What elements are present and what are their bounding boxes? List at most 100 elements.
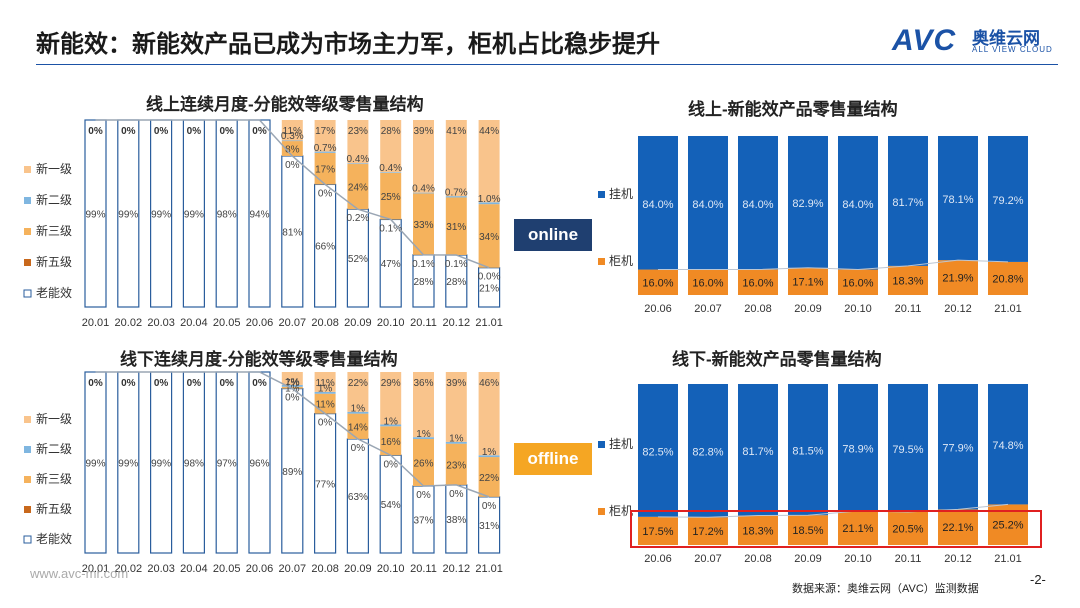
cabinet-highlight-box bbox=[630, 510, 1042, 548]
bar-level3-6 bbox=[281, 141, 303, 156]
tick-label-6: 20.07 bbox=[279, 563, 307, 575]
label-level5-12: 0.0% bbox=[478, 272, 501, 283]
bar-cabinet-2 bbox=[738, 269, 778, 295]
cabinet-trend-line bbox=[657, 503, 1009, 518]
label-level5-10: 0% bbox=[416, 490, 431, 501]
legend-swatch-old bbox=[23, 535, 32, 544]
label-old-11: 38% bbox=[446, 515, 466, 526]
label-wall-3: 82.9% bbox=[792, 198, 823, 210]
bar-level2-7 bbox=[314, 391, 336, 394]
label-level1-10: 36% bbox=[413, 378, 433, 389]
bar-level2-6 bbox=[281, 384, 303, 387]
page-title: 新能效：新能效产品已成为市场主力军，柜机占比稳步提升 bbox=[36, 31, 660, 58]
tick-label-0: 20.01 bbox=[82, 563, 110, 575]
label-level1-7: 17% bbox=[315, 126, 335, 137]
label-wall-5: 79.5% bbox=[892, 444, 923, 456]
tick-label-1: 20.07 bbox=[694, 303, 722, 315]
label-level3-12: 34% bbox=[479, 232, 499, 243]
bar-level1-10 bbox=[413, 120, 434, 193]
label-level5-7: 0% bbox=[318, 188, 333, 199]
label-level3-7: 11% bbox=[315, 400, 334, 411]
label-cabinet-5: 18.3% bbox=[892, 275, 923, 287]
label-level1-1: 0% bbox=[121, 126, 136, 137]
bar-cabinet-3 bbox=[788, 267, 828, 295]
bar-level3-6 bbox=[281, 386, 303, 389]
tick-label-8: 20.09 bbox=[344, 317, 372, 329]
bar-cabinet-6 bbox=[938, 509, 978, 545]
bar-wall-7 bbox=[988, 136, 1028, 262]
legend-swatch-level1 bbox=[24, 416, 31, 423]
tick-label-4: 20.10 bbox=[844, 553, 872, 565]
legend-label-old: 老能效 bbox=[36, 531, 72, 546]
tick-label-4: 20.05 bbox=[213, 317, 241, 329]
bar-cabinet-0 bbox=[638, 516, 678, 545]
label-level5-11: 0% bbox=[449, 489, 464, 500]
label-cabinet-0: 16.0% bbox=[642, 277, 673, 289]
label-level2-11: 1% bbox=[449, 434, 464, 445]
label-level5-7: 0% bbox=[318, 418, 333, 429]
label-wall-4: 78.9% bbox=[842, 444, 873, 456]
tick-label-5: 20.06 bbox=[246, 563, 274, 575]
bar-wall-7 bbox=[988, 384, 1028, 505]
bar-cabinet-5 bbox=[888, 265, 928, 295]
legend-swatch-level2 bbox=[24, 446, 31, 453]
label-old-7: 77% bbox=[315, 479, 335, 490]
bar-cabinet-7 bbox=[988, 261, 1028, 295]
chart-title-offline-levels: 线下连续月度-分能效等级零售量结构 bbox=[120, 350, 398, 369]
label-wall-6: 78.1% bbox=[942, 194, 973, 206]
label-level5-9: 0% bbox=[383, 459, 398, 470]
label-level5-8: 0.2% bbox=[347, 213, 370, 224]
old-efficiency-trend-line bbox=[95, 371, 490, 498]
bar-level3-7 bbox=[314, 393, 336, 414]
label-level1-1: 0% bbox=[121, 378, 136, 389]
tick-label-10: 20.11 bbox=[410, 317, 437, 329]
tick-label-5: 20.11 bbox=[895, 303, 922, 315]
bar-level2-12 bbox=[478, 455, 500, 458]
legend-swatch-old bbox=[23, 289, 32, 298]
legend-label-level3: 新三级 bbox=[36, 471, 72, 486]
tick-label-11: 20.12 bbox=[443, 317, 471, 329]
label-cabinet-7: 20.8% bbox=[992, 273, 1023, 285]
bar-wall-3 bbox=[788, 384, 828, 516]
label-cabinet-1: 16.0% bbox=[692, 277, 723, 289]
bar-level1-11 bbox=[445, 372, 467, 442]
label-old-10: 28% bbox=[413, 277, 433, 288]
chart-title-offline-type: 线下-新能效产品零售量结构 bbox=[672, 350, 882, 369]
label-old-12: 31% bbox=[479, 521, 499, 532]
label-level2-11: 0.7% bbox=[445, 187, 468, 198]
label-level2-9: 0.4% bbox=[379, 163, 402, 174]
label-level3-8: 14% bbox=[348, 422, 368, 433]
label-old-3: 98% bbox=[184, 459, 204, 470]
label-level2-9: 1% bbox=[383, 416, 398, 427]
label-wall-6: 77.9% bbox=[942, 443, 973, 455]
label-level2-8: 0.4% bbox=[347, 154, 370, 165]
label-level1-5: 0% bbox=[252, 126, 267, 137]
legend-swatch-cabinet bbox=[598, 258, 605, 265]
label-level3-9: 16% bbox=[381, 437, 401, 448]
tick-label-9: 20.10 bbox=[377, 317, 405, 329]
label-wall-7: 79.2% bbox=[992, 195, 1023, 207]
label-old-10: 37% bbox=[413, 516, 433, 527]
label-level1-7: 11% bbox=[315, 378, 334, 389]
tick-label-2: 20.08 bbox=[744, 303, 772, 315]
bar-level2-10 bbox=[413, 437, 434, 439]
legend-swatch-level3 bbox=[24, 476, 31, 483]
bar-cabinet-1 bbox=[688, 517, 728, 545]
label-level3-12: 22% bbox=[479, 473, 499, 484]
bar-cabinet-4 bbox=[838, 511, 878, 545]
label-level5-10: 0.1% bbox=[412, 259, 435, 270]
bar-level2-8 bbox=[347, 411, 369, 414]
bar-wall-1 bbox=[688, 136, 728, 270]
label-level3-11: 23% bbox=[446, 460, 466, 471]
tick-label-0: 20.01 bbox=[82, 317, 110, 329]
label-wall-7: 74.8% bbox=[992, 440, 1023, 452]
label-wall-2: 81.7% bbox=[742, 446, 773, 458]
label-level1-0: 0% bbox=[88, 378, 103, 389]
cabinet-trend-line bbox=[658, 259, 1009, 271]
legend-swatch-level5 bbox=[24, 259, 31, 266]
label-wall-1: 84.0% bbox=[692, 199, 723, 211]
bar-level2-9 bbox=[380, 172, 402, 173]
bar-cabinet-6 bbox=[938, 260, 978, 295]
